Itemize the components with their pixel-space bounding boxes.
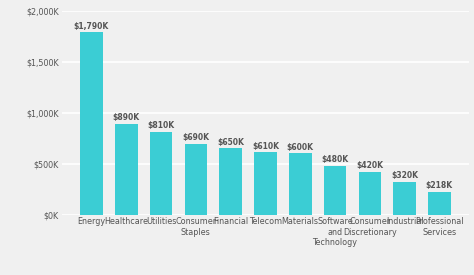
Bar <box>324 166 346 214</box>
Bar <box>219 148 242 214</box>
Text: $650K: $650K <box>217 138 244 147</box>
Bar <box>115 124 137 214</box>
Bar <box>80 32 103 214</box>
Bar <box>254 152 277 214</box>
Bar <box>428 192 451 214</box>
Bar <box>184 144 207 214</box>
Text: $810K: $810K <box>147 121 174 130</box>
Text: $1,790K: $1,790K <box>74 21 109 31</box>
Text: $480K: $480K <box>321 155 348 164</box>
Bar <box>358 172 381 214</box>
Text: $610K: $610K <box>252 142 279 151</box>
Text: $600K: $600K <box>287 143 314 152</box>
Bar <box>289 153 311 214</box>
Text: $320K: $320K <box>391 171 418 180</box>
Bar <box>393 182 416 214</box>
Bar <box>150 132 173 214</box>
Text: $420K: $420K <box>356 161 383 170</box>
Text: $690K: $690K <box>182 133 210 142</box>
Text: $890K: $890K <box>113 113 140 122</box>
Text: $218K: $218K <box>426 182 453 191</box>
